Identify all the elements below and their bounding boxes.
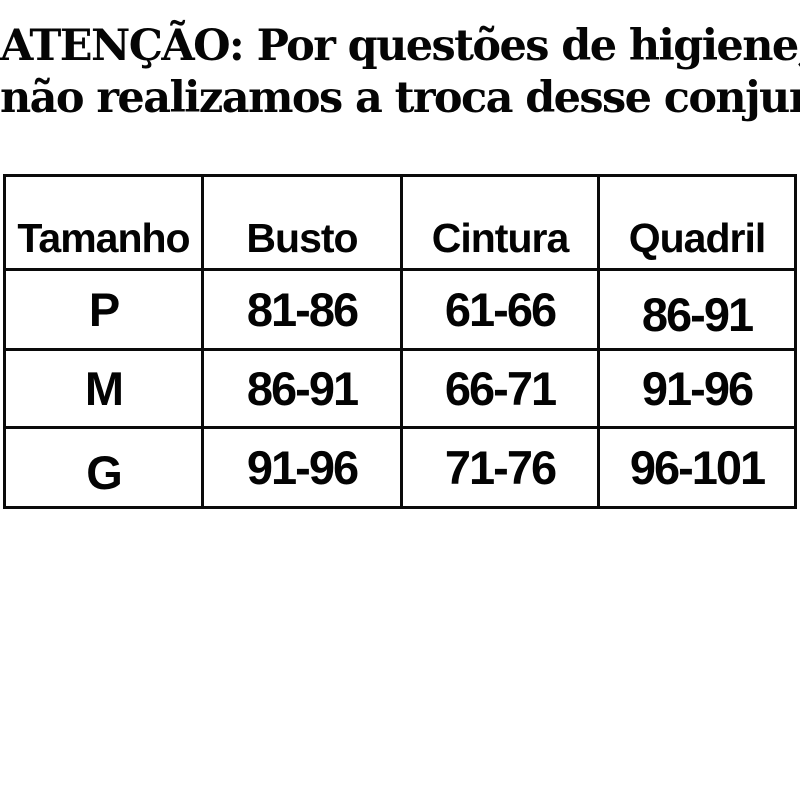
cell-cintura-range: 71-76	[400, 426, 600, 509]
hygiene-notice-line-2: não realizamos a troca desse conjunto.	[0, 73, 800, 123]
cell-busto-range: 86-91	[201, 348, 403, 429]
cell-cintura-range: 61-66	[400, 268, 600, 351]
cell-busto-range: 81-86	[201, 268, 403, 351]
size-table: Tamanho Busto Cintura Quadril P 81-86 61…	[3, 174, 797, 509]
cell-quadril-range: 96-101	[597, 426, 797, 509]
cell-quadril-range: 86-91	[597, 268, 797, 351]
table-row-size-g: G 91-96 71-76 96-101	[3, 426, 797, 509]
column-header-tamanho: Tamanho	[3, 174, 204, 271]
table-row-size-m: M 86-91 66-71 91-96	[3, 348, 797, 429]
cell-busto-range: 91-96	[201, 426, 403, 509]
cell-size-label: P	[3, 268, 204, 351]
column-header-busto: Busto	[201, 174, 403, 271]
column-header-quadril: Quadril	[597, 174, 797, 271]
size-table-header-row: Tamanho Busto Cintura Quadril	[3, 174, 797, 271]
hygiene-notice: ATENÇÃO: Por questões de higiene, não re…	[0, 20, 800, 124]
cell-cintura-range: 66-71	[400, 348, 600, 429]
cell-quadril-range: 91-96	[597, 348, 797, 429]
cell-size-label: M	[3, 348, 204, 429]
cell-size-label: G	[3, 426, 204, 509]
table-row-size-p: P 81-86 61-66 86-91	[3, 268, 797, 351]
hygiene-notice-line-1: ATENÇÃO: Por questões de higiene,	[0, 21, 800, 71]
column-header-cintura: Cintura	[400, 174, 600, 271]
